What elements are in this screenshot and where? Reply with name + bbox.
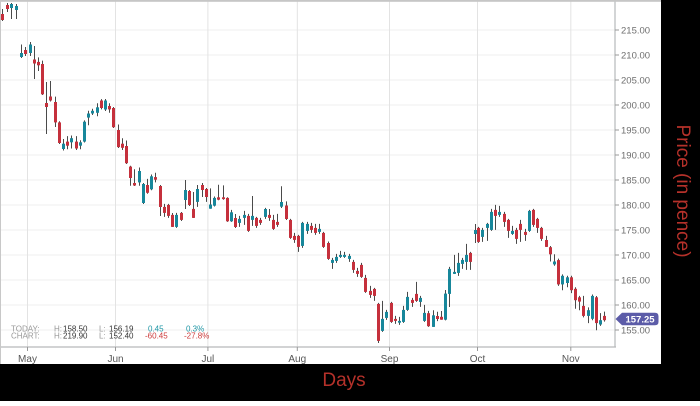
svg-text:Jun: Jun: [107, 354, 123, 365]
svg-text:215.00: 215.00: [621, 26, 650, 37]
svg-text:0.3%: 0.3%: [186, 325, 204, 334]
svg-text:190.00: 190.00: [621, 151, 650, 162]
svg-text:Sep: Sep: [381, 354, 399, 365]
svg-text:185.00: 185.00: [621, 176, 650, 187]
svg-text:180.00: 180.00: [621, 201, 650, 212]
svg-text:0.45: 0.45: [148, 325, 164, 334]
svg-text:L:: L:: [99, 332, 106, 341]
svg-text:H:: H:: [54, 325, 62, 334]
svg-text:170.00: 170.00: [621, 251, 650, 262]
svg-text:May: May: [18, 354, 37, 365]
svg-text:205.00: 205.00: [621, 76, 650, 87]
svg-text:Oct: Oct: [470, 354, 486, 365]
svg-text:155.00: 155.00: [621, 326, 650, 337]
svg-text:152.40: 152.40: [109, 332, 134, 341]
svg-text:CHART:: CHART:: [11, 332, 40, 341]
svg-text:-27.8%: -27.8%: [184, 332, 209, 341]
svg-text:219.90: 219.90: [63, 332, 88, 341]
svg-text:Jul: Jul: [202, 354, 215, 365]
svg-text:200.00: 200.00: [621, 101, 650, 112]
svg-text:H:: H:: [54, 332, 62, 341]
svg-text:L:: L:: [99, 325, 106, 334]
svg-text:210.00: 210.00: [621, 51, 650, 62]
svg-text:157.25: 157.25: [625, 314, 655, 325]
svg-text:165.00: 165.00: [621, 276, 650, 287]
svg-text:158.50: 158.50: [63, 325, 88, 334]
svg-text:Nov: Nov: [562, 354, 580, 365]
svg-text:Price (in pence): Price (in pence): [672, 124, 693, 257]
svg-text:175.00: 175.00: [621, 226, 650, 237]
svg-text:Aug: Aug: [288, 354, 306, 365]
svg-text:TODAY:: TODAY:: [11, 325, 40, 334]
svg-text:Days: Days: [322, 370, 365, 391]
svg-text:160.00: 160.00: [621, 301, 650, 312]
svg-text:-60.45: -60.45: [145, 332, 168, 341]
svg-text:195.00: 195.00: [621, 126, 650, 137]
svg-text:156.19: 156.19: [109, 325, 134, 334]
